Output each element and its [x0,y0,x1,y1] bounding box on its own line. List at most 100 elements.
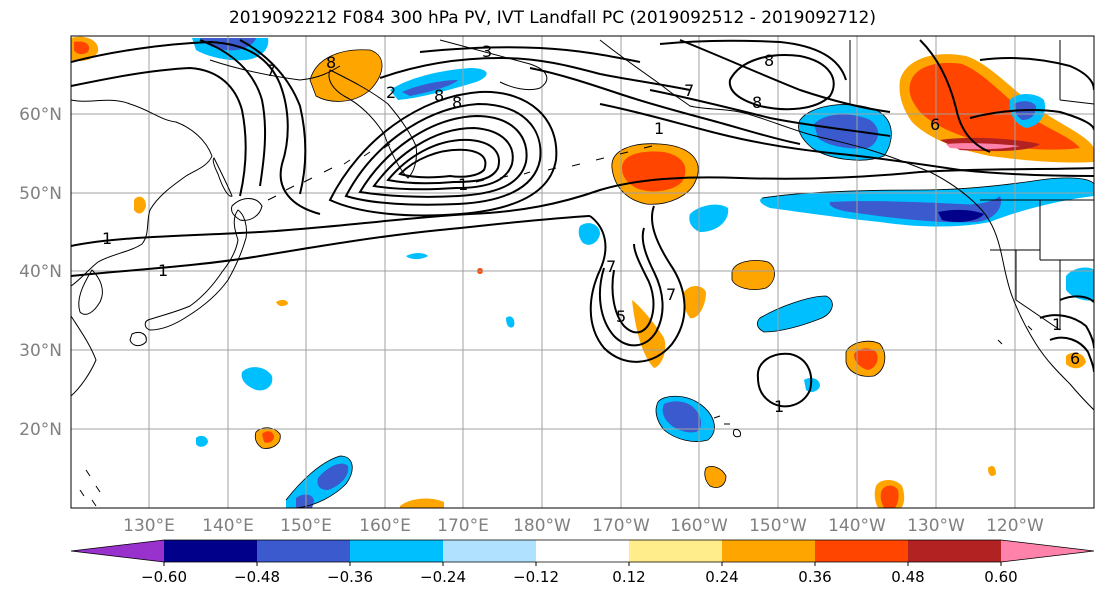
pv-contour [659,39,847,81]
pv-contour [398,148,487,179]
lat-label: 40°N [19,262,62,282]
pv-contour [919,39,991,153]
contour-label: 7 [684,81,694,100]
pv-contour [756,352,813,408]
colorbar-swatch [257,540,350,562]
shade-blob [854,348,878,370]
lon-label: 140°W [828,516,886,536]
pv-contours [71,39,1094,408]
coastline-okhotsk [209,59,341,81]
shade-outline [756,295,833,333]
shade-outline [798,104,892,161]
coastline-hawaii [713,415,741,438]
pv-contour [728,54,835,111]
lon-label: 150°E [280,516,332,536]
coastline-japan [144,209,247,331]
shade-blob [662,401,702,433]
shade-blob [134,196,146,214]
pv-contour [328,90,558,217]
lon-label: 170°E [437,516,489,536]
shade-outline [309,49,383,102]
shade-outline [611,143,699,205]
graticule [71,36,1094,508]
coastline-bc [869,149,1094,411]
contour-label: 8 [326,53,336,72]
contour-label: 6 [930,115,940,134]
shade-blob [276,299,288,307]
shade-blob [804,378,820,393]
colorbar-swatch [1001,540,1094,562]
pv-contour [679,39,891,113]
pv-contour [599,103,1094,177]
coastline-kyushu [129,331,147,347]
contour-label: 1 [774,397,784,416]
colorbar-tick-label: 0.36 [798,568,831,586]
contour-label: 8 [752,93,762,112]
colorbar-tick-label: −0.24 [420,568,466,586]
contour-label: 1 [1052,315,1062,334]
pv-contour [529,67,801,145]
coastline-hokkaido [231,198,263,221]
colorbar-swatch [350,540,443,562]
lon-label: 160°E [359,516,411,536]
pv-contour [649,89,891,137]
lat-label: 60°N [19,105,62,125]
contour-label: 7 [266,61,276,80]
shade-outline [704,466,727,488]
contour-label: 1 [654,119,664,138]
shade-blob [406,253,428,259]
pv-contour [199,39,267,187]
contour-label: 8 [434,86,444,105]
shade-blob [296,494,314,508]
coastline-china-south [71,315,97,397]
pv-contour [598,227,664,347]
contour-label: 6 [1070,349,1080,368]
shade-blob [760,177,1094,227]
shade-blob [1066,267,1094,301]
coastline-korea [78,269,103,315]
pv-contour [344,102,542,206]
colorbar-swatch [164,540,257,562]
coastline-islands [79,469,101,507]
contour-label: 7 [606,257,616,276]
colorbar-swatch [71,540,164,562]
map-frame [70,35,1095,509]
shade-blob [946,143,1020,150]
pv-contour [979,57,1094,91]
shade-blob [732,260,775,290]
contour-label: 3 [482,42,492,61]
contour-label: 1 [102,229,112,248]
coastline-alaska [599,39,871,151]
lat-label: 50°N [19,184,62,204]
pv-contour [372,126,514,191]
contour-label: 1 [158,261,168,280]
contour-label: 8 [452,93,462,112]
shade-outline [845,340,886,377]
coastline-sakhalin [212,157,233,197]
coastline-asia [71,99,213,287]
lon-label: 120°W [986,516,1044,536]
colorbar-swatch [908,540,1001,562]
coastlines [71,39,1094,507]
shade-blob [632,300,666,368]
shade-blob [196,435,208,447]
lon-label: 170°W [592,516,650,536]
colorbar-swatch [629,540,722,562]
colorbar-tick-label: −0.60 [141,568,187,586]
shade-blob [262,431,274,443]
shade-outline [254,427,281,449]
pv-contour [1049,336,1094,373]
shade-blob [938,209,984,222]
pv-contour [358,114,528,198]
contour-label: 5 [616,307,626,326]
shade-outline [731,260,775,290]
shade-outline [655,395,715,442]
colorbar-swatch [536,540,629,562]
contour-label: 8 [764,51,774,70]
lon-labels: 130°E 140°E 150°E 160°E 170°E 180°W 170°… [123,516,1044,536]
pv-contour [71,215,591,277]
colorbar-tick-label: 0.60 [984,568,1017,586]
lat-labels: 60°N 50°N 40°N 30°N 20°N [19,105,62,440]
colorbar-tick-label: 0.24 [705,568,738,586]
